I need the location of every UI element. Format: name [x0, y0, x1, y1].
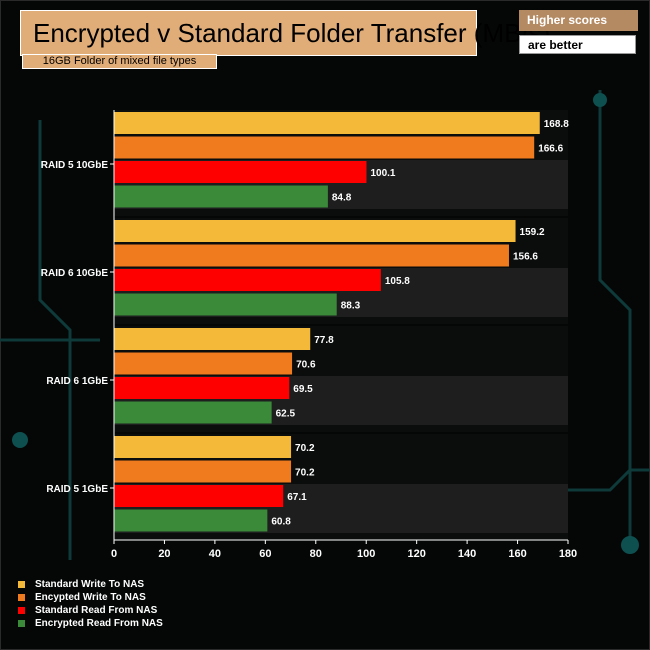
- legend-label: Encypted Write To NAS: [35, 592, 146, 603]
- x-tick-label: 20: [158, 548, 170, 560]
- legend-item: Standard Write To NAS: [18, 578, 163, 591]
- background-node: [12, 432, 28, 448]
- bar: [114, 401, 272, 424]
- bar-value-label: 88.3: [341, 301, 361, 312]
- x-tick-label: 180: [559, 548, 577, 560]
- bar-value-label: 159.2: [520, 227, 545, 238]
- bar-value-label: 70.6: [296, 360, 316, 371]
- bar-value-label: 84.8: [332, 193, 352, 204]
- category-label: RAID 6 1GbE: [46, 376, 108, 387]
- legend-label: Standard Write To NAS: [35, 579, 145, 590]
- x-tick-label: 140: [458, 548, 476, 560]
- x-tick-label: 160: [508, 548, 526, 560]
- bar-value-label: 156.6: [513, 252, 538, 263]
- legend-label: Standard Read From NAS: [35, 605, 158, 616]
- x-tick-label: 40: [209, 548, 221, 560]
- legend-swatch: [18, 581, 25, 588]
- x-tick-label: 80: [310, 548, 322, 560]
- bar-value-label: 105.8: [385, 276, 410, 287]
- bar: [114, 509, 268, 532]
- bar: [114, 185, 328, 208]
- x-tick-label: 0: [111, 548, 117, 560]
- category-label: RAID 6 10GbE: [41, 268, 109, 279]
- bar-value-label: 67.1: [287, 492, 307, 503]
- x-tick-label: 60: [259, 548, 271, 560]
- x-tick-label: 120: [407, 548, 425, 560]
- bar: [114, 377, 290, 399]
- bar-value-label: 70.2: [295, 468, 315, 479]
- bar-value-label: 60.8: [271, 517, 291, 528]
- background-node: [593, 93, 607, 107]
- bar: [114, 460, 292, 483]
- chart-title: Encrypted v Standard Folder Transfer (MB…: [33, 18, 551, 48]
- bar-value-label: 100.1: [370, 168, 395, 179]
- background-trace: [38, 120, 72, 560]
- bar: [114, 293, 337, 316]
- background-trace: [598, 90, 632, 540]
- category-label: RAID 5 10GbE: [41, 160, 109, 171]
- bar: [114, 136, 535, 159]
- category-label: RAID 5 1GbE: [46, 484, 108, 495]
- legend-swatch: [18, 620, 25, 627]
- higher-scores-badge: Higher scores: [519, 10, 638, 31]
- are-better-badge: are better: [519, 35, 636, 54]
- bar-value-label: 70.2: [295, 443, 315, 454]
- legend-swatch: [18, 607, 25, 614]
- background-node: [621, 536, 639, 554]
- bar: [114, 244, 509, 267]
- bar: [114, 436, 292, 458]
- chart-title-box: Encrypted v Standard Folder Transfer (MB…: [20, 10, 550, 56]
- background-trace: [568, 468, 650, 492]
- chart-subtitle: 16GB Folder of mixed file types: [22, 54, 217, 69]
- bar: [114, 220, 516, 242]
- bar: [114, 269, 381, 291]
- bar: [114, 161, 367, 183]
- bar-value-label: 62.5: [276, 409, 296, 420]
- legend-item: Standard Read From NAS: [18, 604, 163, 617]
- bar: [114, 485, 284, 507]
- bar-value-label: 168.8: [544, 119, 569, 130]
- bar-value-label: 77.8: [314, 335, 334, 346]
- bar-value-label: 166.6: [538, 144, 563, 155]
- bar: [114, 112, 540, 134]
- legend-item: Encypted Write To NAS: [18, 591, 163, 604]
- legend-label: Encrypted Read From NAS: [35, 618, 163, 629]
- chart-legend: Standard Write To NAS Encypted Write To N…: [18, 578, 163, 630]
- bar: [114, 328, 311, 350]
- x-tick-label: 100: [357, 548, 375, 560]
- legend-item: Encrypted Read From NAS: [18, 617, 163, 630]
- legend-swatch: [18, 594, 25, 601]
- bar: [114, 352, 293, 375]
- bar-value-label: 69.5: [293, 384, 313, 395]
